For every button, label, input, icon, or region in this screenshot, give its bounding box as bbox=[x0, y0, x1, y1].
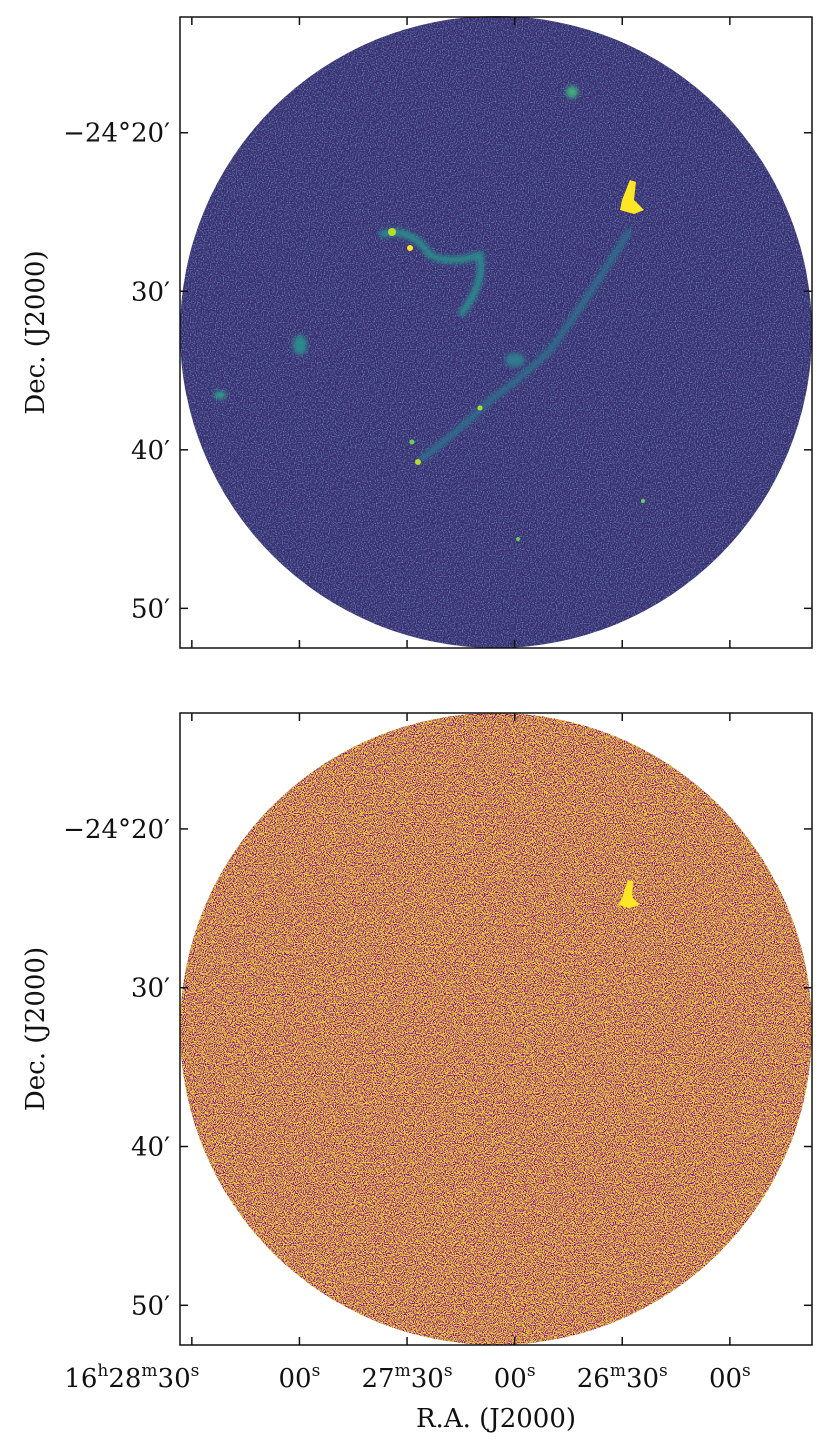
y-tick-label: 50′ bbox=[131, 1291, 170, 1321]
source bbox=[477, 405, 483, 411]
source bbox=[409, 439, 415, 445]
y-axis-label: Dec. (J2000) bbox=[21, 947, 51, 1111]
x-tick-label: 16h28m30s bbox=[64, 1361, 199, 1394]
source bbox=[618, 880, 640, 908]
map-noise bbox=[180, 16, 812, 648]
y-tick-label: −24°20′ bbox=[63, 815, 170, 845]
y-tick-label: 40′ bbox=[131, 1133, 170, 1163]
frame bbox=[179, 16, 813, 649]
y-tick-label: 30′ bbox=[131, 974, 170, 1004]
frame bbox=[179, 712, 813, 1346]
y-tick-label: 30′ bbox=[131, 277, 170, 307]
source bbox=[516, 537, 520, 541]
y-tick-label: 40′ bbox=[131, 436, 170, 466]
y-tick-label: 50′ bbox=[131, 594, 170, 624]
source bbox=[620, 180, 644, 214]
source bbox=[388, 228, 396, 236]
x-tick-label: 26m30s bbox=[577, 1361, 668, 1394]
map-noise bbox=[180, 713, 812, 1345]
y-axis-label: Dec. (J2000) bbox=[21, 250, 51, 414]
source bbox=[407, 245, 413, 251]
x-tick-label: 00s bbox=[709, 1361, 751, 1394]
x-tick-label: 00s bbox=[279, 1361, 321, 1394]
map-bottom bbox=[180, 713, 812, 1345]
x-tick-label: 27m30s bbox=[362, 1361, 453, 1394]
x-tick-label: 00s bbox=[494, 1361, 536, 1394]
source bbox=[415, 459, 421, 465]
y-tick-label: −24°20′ bbox=[63, 119, 170, 149]
source bbox=[641, 499, 645, 503]
emission bbox=[214, 86, 633, 463]
map-top bbox=[180, 16, 812, 648]
x-axis-label: R.A. (J2000) bbox=[416, 1404, 576, 1434]
